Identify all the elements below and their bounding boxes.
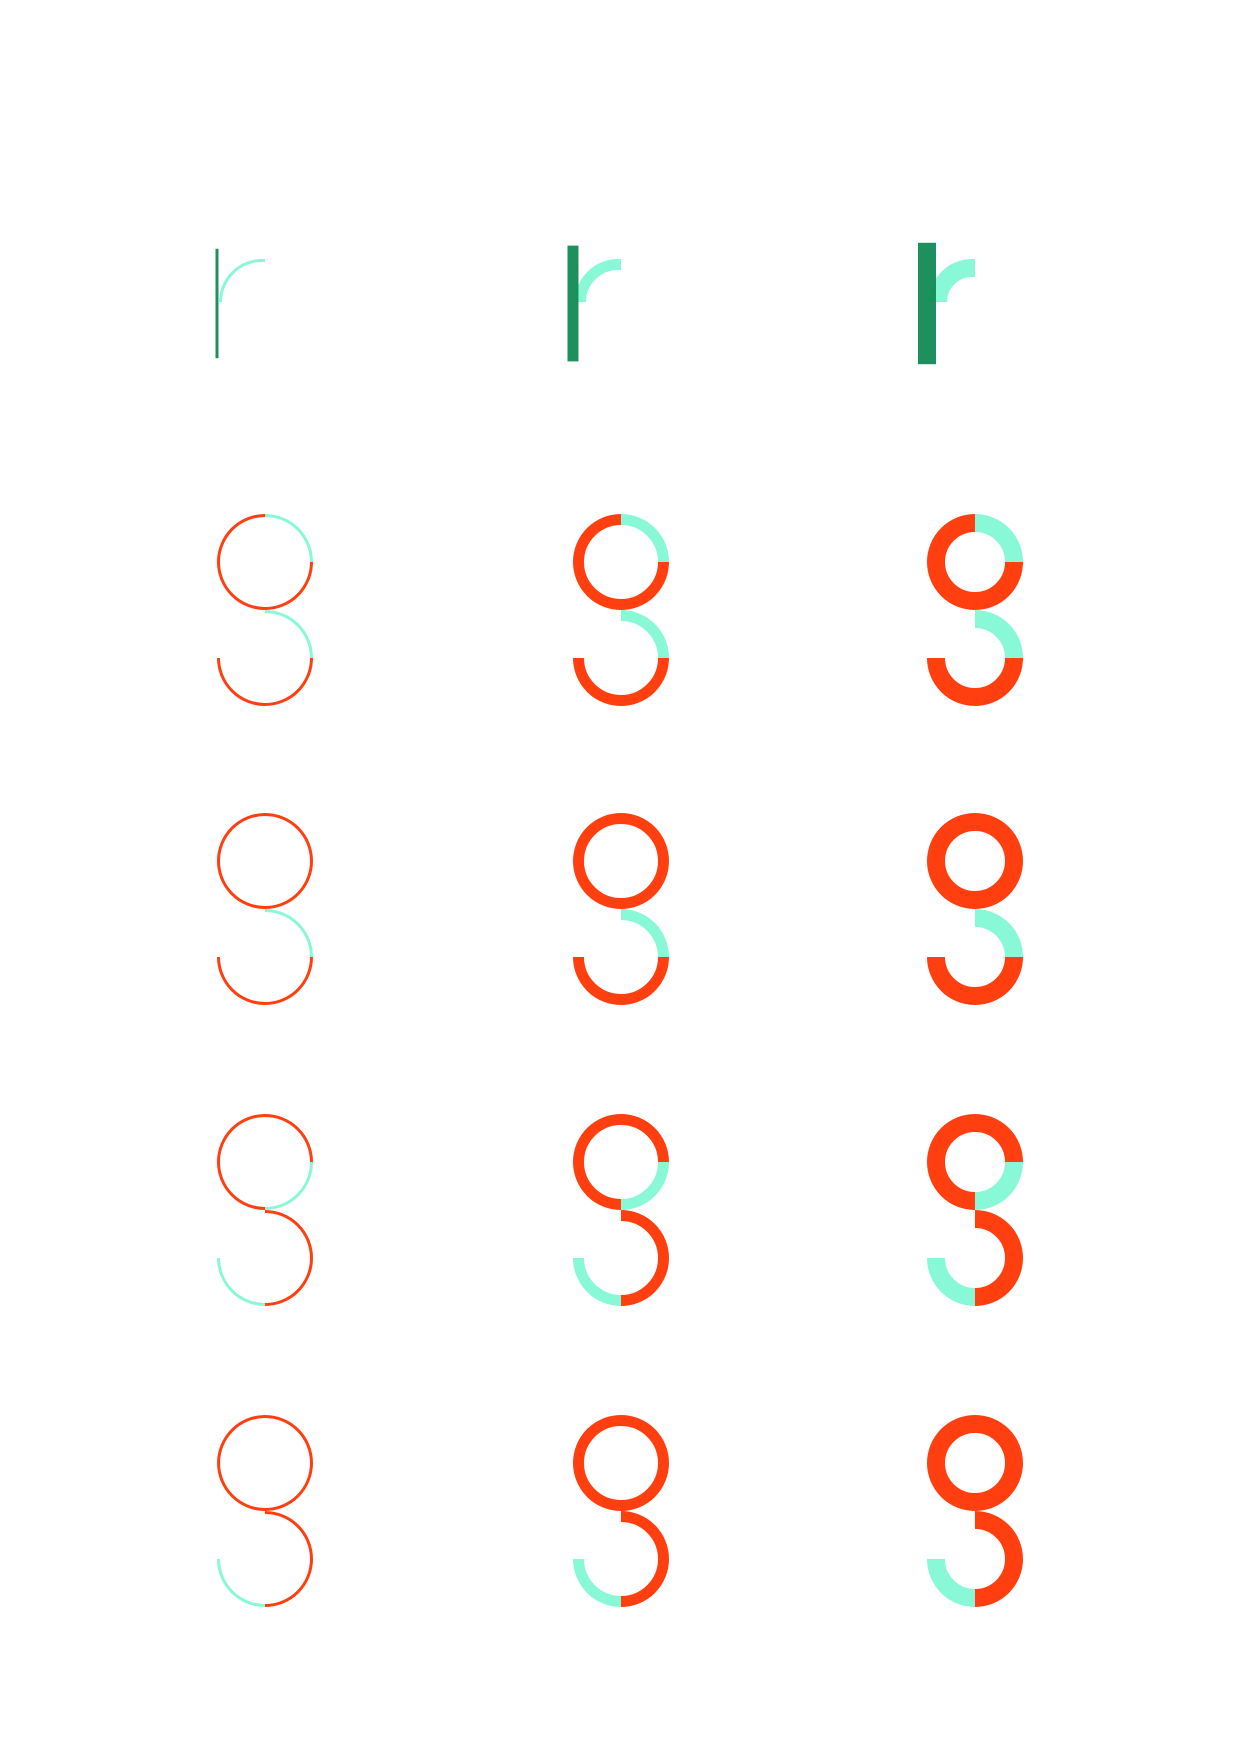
s-lower-bowl-right-1-1 <box>620 657 669 706</box>
s-upper-terminal-2-0 <box>264 813 313 862</box>
glyph-s-1-bold <box>927 514 1023 706</box>
s-lower-bowl-right-4-2 <box>974 1558 1023 1607</box>
s-upper-bowl-left-1-2 <box>927 514 976 610</box>
glyph-r-1-thin <box>215 248 265 359</box>
glyph-s-3-medium <box>573 1114 669 1306</box>
glyph-s-4-medium <box>573 1415 669 1607</box>
s-upper-terminal-3-0 <box>264 1114 313 1163</box>
s-lower-bowl-top-2-0 <box>264 909 313 958</box>
s-lower-bowl-right-1-2 <box>974 657 1023 706</box>
s-lower-terminal-3-1 <box>573 1257 622 1306</box>
s-lower-bowl-top-1-0 <box>264 610 313 659</box>
s-lower-bowl-top-4-2 <box>974 1511 1023 1560</box>
s-lower-bowl-right-1-0 <box>264 657 313 706</box>
s-upper-terminal-1-1 <box>620 514 669 563</box>
s-upper-terminal-2-1 <box>620 813 669 862</box>
s-lower-bowl-right-4-0 <box>264 1558 313 1607</box>
s-upper-inner-1-0 <box>264 561 313 610</box>
r-shoulder-arc-0-0 <box>219 259 265 303</box>
s-upper-terminal-1-0 <box>264 514 313 563</box>
r-shoulder-arc-0-2 <box>929 259 975 303</box>
s-lower-bowl-top-3-2 <box>974 1210 1023 1259</box>
s-upper-inner-2-1 <box>620 860 669 909</box>
s-lower-terminal-3-2 <box>927 1257 976 1306</box>
s-upper-inner-2-2 <box>974 860 1023 909</box>
s-upper-bowl-left-4-0 <box>217 1415 266 1511</box>
s-upper-bowl-left-2-0 <box>217 813 266 909</box>
s-upper-inner-3-1 <box>620 1161 669 1210</box>
s-lower-terminal-4-0 <box>217 1558 266 1607</box>
s-upper-bowl-left-2-2 <box>927 813 976 909</box>
s-upper-bowl-left-3-2 <box>927 1114 976 1210</box>
s-lower-bowl-top-4-1 <box>620 1511 669 1560</box>
s-lower-bowl-right-3-1 <box>620 1257 669 1306</box>
r-stem-0-2 <box>918 242 936 365</box>
s-lower-bowl-top-3-1 <box>620 1210 669 1259</box>
s-upper-terminal-4-1 <box>620 1415 669 1464</box>
s-upper-bowl-left-1-1 <box>573 514 622 610</box>
s-lower-bowl-right-2-1 <box>620 956 669 1005</box>
s-lower-bowl-right-3-0 <box>264 1257 313 1306</box>
s-lower-terminal-3-0 <box>217 1257 266 1306</box>
s-upper-inner-3-2 <box>974 1161 1023 1210</box>
glyph-s-4-bold <box>927 1415 1023 1607</box>
s-upper-terminal-1-2 <box>974 514 1023 563</box>
s-lower-bowl-top-3-0 <box>264 1210 313 1259</box>
glyph-s-3-thin <box>217 1114 313 1306</box>
s-lower-bowl-top-4-0 <box>264 1511 313 1560</box>
glyph-s-3-bold <box>927 1114 1023 1306</box>
s-lower-terminal-2-2 <box>927 956 976 1005</box>
s-lower-bowl-top-2-2 <box>974 909 1023 958</box>
s-upper-bowl-left-3-1 <box>573 1114 622 1210</box>
s-lower-bowl-top-2-1 <box>620 909 669 958</box>
s-upper-inner-3-0 <box>264 1161 313 1210</box>
glyph-r-1-bold <box>918 242 975 365</box>
s-lower-terminal-4-1 <box>573 1558 622 1607</box>
s-upper-inner-4-0 <box>264 1462 313 1511</box>
s-lower-terminal-1-1 <box>573 657 622 706</box>
s-upper-terminal-2-2 <box>974 813 1023 862</box>
glyph-s-1-thin <box>217 514 313 706</box>
s-upper-inner-4-1 <box>620 1462 669 1511</box>
r-stem-0-1 <box>567 245 579 362</box>
s-upper-bowl-left-4-1 <box>573 1415 622 1511</box>
s-lower-terminal-4-2 <box>927 1558 976 1607</box>
s-lower-terminal-1-0 <box>217 657 266 706</box>
s-lower-bowl-right-2-0 <box>264 956 313 1005</box>
glyph-grid <box>215 242 1023 1607</box>
s-lower-bowl-top-1-1 <box>620 610 669 659</box>
glyph-s-2-medium <box>573 813 669 1005</box>
glyph-s-2-bold <box>927 813 1023 1005</box>
s-upper-terminal-4-2 <box>974 1415 1023 1464</box>
glyph-s-4-thin <box>217 1415 313 1607</box>
s-upper-inner-1-2 <box>974 561 1023 610</box>
s-upper-terminal-3-2 <box>974 1114 1023 1163</box>
s-lower-bowl-right-2-2 <box>974 956 1023 1005</box>
s-upper-inner-2-0 <box>264 860 313 909</box>
r-shoulder-arc-0-1 <box>575 259 621 303</box>
s-upper-inner-1-1 <box>620 561 669 610</box>
s-upper-inner-4-2 <box>974 1462 1023 1511</box>
s-upper-terminal-4-0 <box>264 1415 313 1464</box>
s-lower-terminal-2-0 <box>217 956 266 1005</box>
glyph-r-1-medium <box>567 245 621 362</box>
s-lower-bowl-right-4-1 <box>620 1558 669 1607</box>
s-upper-bowl-left-4-2 <box>927 1415 976 1511</box>
s-upper-bowl-left-1-0 <box>217 514 266 610</box>
s-lower-terminal-1-2 <box>927 657 976 706</box>
s-upper-bowl-left-2-1 <box>573 813 622 909</box>
s-upper-bowl-left-3-0 <box>217 1114 266 1210</box>
s-upper-terminal-3-1 <box>620 1114 669 1163</box>
glyph-s-2-thin <box>217 813 313 1005</box>
s-lower-bowl-right-3-2 <box>974 1257 1023 1306</box>
r-stem-0-0 <box>215 248 219 359</box>
glyph-s-1-medium <box>573 514 669 706</box>
s-lower-bowl-top-1-2 <box>974 610 1023 659</box>
s-lower-terminal-2-1 <box>573 956 622 1005</box>
